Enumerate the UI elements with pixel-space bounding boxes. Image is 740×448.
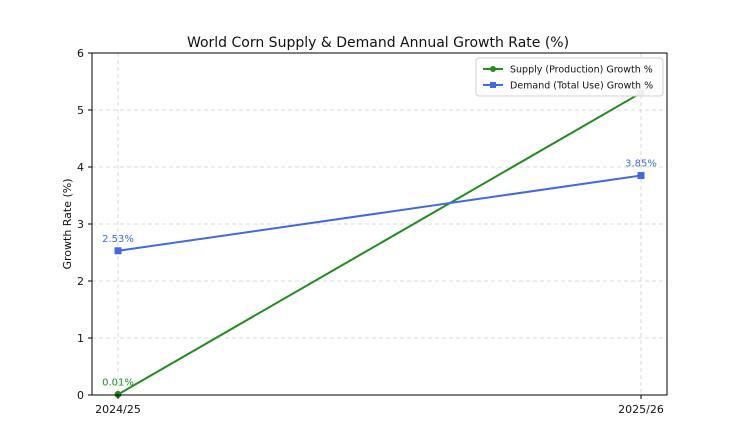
y-tick-label: 1 xyxy=(77,332,84,345)
legend-marker xyxy=(490,82,496,88)
y-axis-label: Growth Rate (%) xyxy=(61,178,74,269)
legend-label: Supply (Production) Growth % xyxy=(510,65,653,76)
data-label: 0.01% xyxy=(102,377,134,388)
legend: Supply (Production) Growth % Demand (Tota… xyxy=(475,57,664,97)
y-tick-label: 2 xyxy=(77,275,84,288)
x-tick-label: 2025/26 xyxy=(618,403,664,416)
x-tick-label: 2024/25 xyxy=(95,403,141,416)
series-line xyxy=(117,92,642,396)
y-tick-label: 3 xyxy=(77,218,84,231)
y-tick-label: 5 xyxy=(77,104,84,117)
legend-box xyxy=(475,57,664,97)
data-point xyxy=(637,172,645,180)
series-supply: 0.01% xyxy=(102,89,645,398)
series-demand: 2.53% 3.85% xyxy=(102,159,657,255)
data-label: 3.85% xyxy=(625,159,657,170)
data-point xyxy=(114,390,122,398)
legend-item-supply: Supply (Production) Growth % xyxy=(483,65,653,76)
legend-label: Demand (Total Use) Growth % xyxy=(510,81,653,92)
legend-item-demand: Demand (Total Use) Growth % xyxy=(483,81,653,92)
y-tick-label: 0 xyxy=(77,389,84,402)
grid xyxy=(92,52,667,396)
chart-title: World Corn Supply & Demand Annual Growth… xyxy=(187,35,569,51)
y-tick-label: 6 xyxy=(77,47,84,60)
data-label: 2.53% xyxy=(102,234,134,245)
axes: 0 1 2 3 4 5 6 2024/25 2025/26 xyxy=(77,47,664,416)
data-point xyxy=(114,247,122,255)
series-group: 0.01% 2.53% 3.85% xyxy=(102,89,657,398)
y-tick-label: 4 xyxy=(77,161,84,174)
series-line xyxy=(117,174,642,252)
legend-marker xyxy=(490,66,496,72)
